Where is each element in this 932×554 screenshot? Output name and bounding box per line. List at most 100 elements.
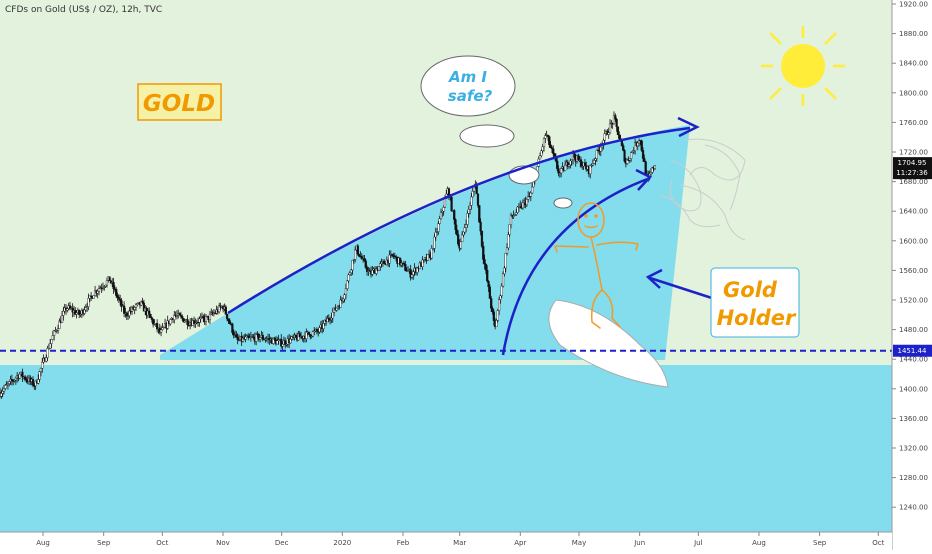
candle-body <box>255 333 258 342</box>
candle-body <box>204 316 208 322</box>
candle-body <box>546 134 550 137</box>
candle-body <box>513 214 517 216</box>
candle-body <box>482 246 485 260</box>
candle-body <box>14 377 17 381</box>
candle-body <box>573 153 576 158</box>
candle-body <box>2 388 6 392</box>
gold-holder-line2: Holder <box>717 306 797 330</box>
candle-body <box>569 160 572 166</box>
price-tick-label: 1720.00 <box>899 149 928 157</box>
candle-body <box>457 234 460 245</box>
candle-body <box>117 297 120 300</box>
candle-body <box>56 328 60 331</box>
candle-body <box>62 311 65 316</box>
candle-body <box>156 323 159 330</box>
candle-body <box>68 305 72 309</box>
candle-body <box>360 256 363 260</box>
candle-body <box>328 319 332 321</box>
candle-body <box>309 334 312 337</box>
candle-body <box>50 339 53 344</box>
candle-body <box>363 258 366 262</box>
time-tick-label: Jun <box>633 539 645 547</box>
candle-body <box>589 164 592 175</box>
candle-body <box>631 151 634 153</box>
candle-body <box>227 318 230 321</box>
candle-body <box>75 312 78 315</box>
candle-body <box>612 115 616 125</box>
price-axis-ticks: 1920.00 1880.00 1840.00 1800.00 1760.00 1720.… <box>892 1 928 512</box>
candle-body <box>593 160 596 164</box>
candle-body <box>10 379 13 381</box>
candle-body <box>247 335 250 338</box>
candle-body <box>41 362 44 369</box>
bubble-text-line2: safe? <box>448 87 493 105</box>
candle-body <box>406 270 410 272</box>
candle-body <box>599 146 602 152</box>
candle-body <box>261 335 264 340</box>
time-axis <box>0 532 892 550</box>
candle-body <box>529 192 532 197</box>
candle-body <box>350 269 353 273</box>
candle-body <box>115 288 118 296</box>
candle-body <box>322 323 325 329</box>
candle-body <box>351 259 354 271</box>
candle-body <box>402 262 406 265</box>
candle-body <box>594 158 597 161</box>
candle-body <box>552 148 555 154</box>
candle-body <box>181 316 184 319</box>
candle-body <box>464 224 468 228</box>
candle-body <box>97 288 101 292</box>
candle-body <box>577 155 580 161</box>
candle-body <box>116 295 119 298</box>
candle-body <box>339 299 342 308</box>
candle-body <box>528 196 531 198</box>
candle-body <box>404 264 407 271</box>
candle-body <box>47 348 50 350</box>
candle-body <box>228 320 231 324</box>
candle-body <box>595 149 598 159</box>
price-tick-label: 1640.00 <box>899 208 928 216</box>
candle-body <box>109 280 113 284</box>
candle-body <box>326 318 329 323</box>
candle-body <box>8 381 11 384</box>
time-tick-label: Sep <box>97 539 111 547</box>
price-tick-label: 1400.00 <box>899 385 928 393</box>
candle-body <box>364 260 367 268</box>
candle-body <box>496 310 499 321</box>
candle-body <box>478 205 481 223</box>
candle-body <box>142 302 146 312</box>
time-tick-label: Dec <box>275 539 289 547</box>
candle-body <box>371 270 374 275</box>
candle-body <box>566 161 569 167</box>
candle-body <box>540 150 543 156</box>
candle-body <box>422 259 425 261</box>
candle-body <box>637 140 641 144</box>
candle-body <box>284 340 287 345</box>
candle-body <box>508 224 511 235</box>
candle-body <box>581 165 584 168</box>
candle-body <box>544 135 547 139</box>
candle-body <box>298 333 301 338</box>
candle-body <box>590 164 593 167</box>
candle-body <box>550 147 554 150</box>
candle-body <box>379 263 382 267</box>
candle-body <box>632 150 635 152</box>
candle-body <box>343 294 346 300</box>
candle-body <box>398 257 402 266</box>
candle-body <box>466 213 469 225</box>
time-axis-ticks: Aug Sep Oct Nov Dec 2020 Feb Mar Apr May Jun Jul Aug… <box>36 532 885 547</box>
candle-body <box>591 163 594 166</box>
candle-body <box>570 159 573 162</box>
candle-body <box>509 214 513 225</box>
candle-body <box>461 234 464 243</box>
gold-holder-box <box>710 267 800 338</box>
candle-body <box>548 136 551 146</box>
candle-body <box>347 274 350 282</box>
candle-body <box>38 371 41 380</box>
candle-body <box>313 330 316 332</box>
candle-body <box>134 304 138 308</box>
candle-body <box>86 306 89 308</box>
surfer-figure <box>554 202 639 329</box>
candle-body <box>23 376 27 380</box>
